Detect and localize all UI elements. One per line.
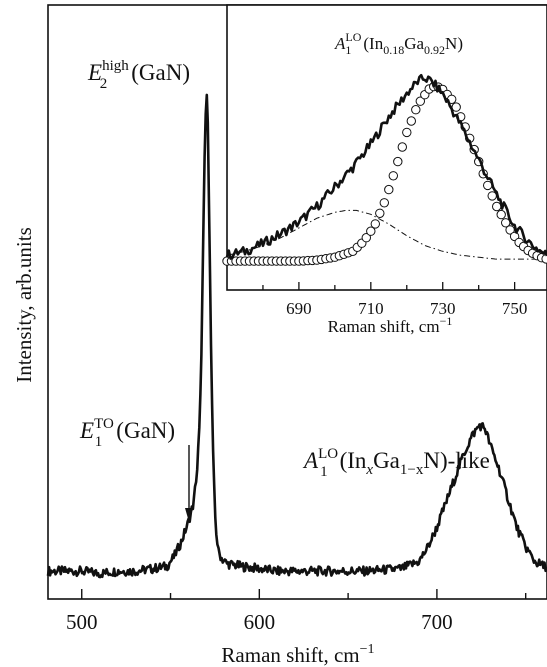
inset-x-tick-label: 690 (286, 299, 312, 318)
inset-fit-point (411, 105, 421, 115)
inset-x-tick-label: 730 (430, 299, 456, 318)
main-x-tick-label: 500 (66, 610, 98, 634)
main-x-tick-label: 700 (421, 610, 453, 634)
inset-fit-point (487, 191, 497, 201)
main-x-axis-label: Raman shift, cm−1 (221, 642, 374, 667)
e1-to-arrow (185, 445, 193, 522)
inset-fit-point (370, 219, 380, 229)
inset-x-axis-label: Raman shift, cm−1 (328, 314, 453, 336)
inset-x-ticks: 690 710 730 750 (262, 282, 528, 318)
inset-fit-point (366, 226, 376, 236)
a1-lo-like-label: ALO 1 (InxGa1−xN)-like (302, 446, 490, 480)
inset-x-tick-label: 710 (358, 299, 384, 318)
inset-fit-point (384, 184, 394, 195)
e1-to-label: ETO 1 (GaN) (79, 416, 175, 450)
inset-fit-point (397, 142, 407, 152)
inset-fit-point (415, 96, 425, 106)
e2-high-label: Ehigh 2 (GaN) (87, 58, 190, 92)
inset-frame (226, 4, 547, 291)
inset-panel: 690 710 730 750 ALO 1 (In0.18Ga0.92N) Raman s… (222, 4, 547, 336)
main-x-ticks: 500 600 700 (66, 589, 527, 634)
inset-title: ALO 1 (In0.18Ga0.92N) (334, 30, 463, 57)
inset-fit-point (379, 198, 389, 208)
inset-x-tick-label: 750 (502, 299, 528, 318)
main-spectrum-line (46, 93, 547, 579)
inset-fit-point (505, 225, 515, 235)
inset-fit-point (361, 233, 371, 243)
inset-fit-point (393, 156, 403, 167)
inset-fit-point (388, 171, 398, 181)
inset-fit-point (375, 208, 385, 219)
inset-fit-point (406, 116, 416, 126)
inset-experiment-line (225, 73, 547, 260)
main-y-axis-label: Intensity, arb.units (12, 227, 36, 383)
inset-fit-point (402, 127, 412, 138)
main-x-tick-label: 600 (244, 610, 276, 634)
inset-component-line (226, 209, 547, 260)
inset-fit-point (496, 209, 506, 220)
inset-fit-point (492, 201, 502, 212)
